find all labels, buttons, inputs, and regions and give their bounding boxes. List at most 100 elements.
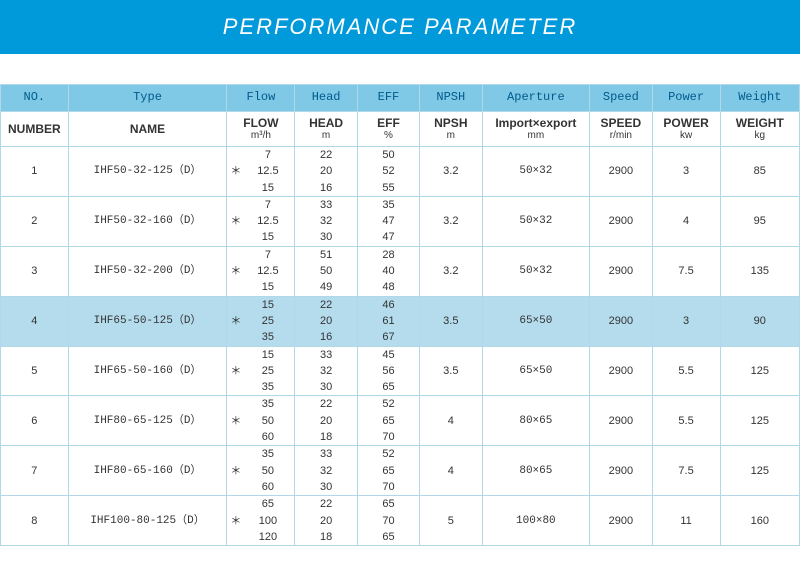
header-top-cell: Flow <box>227 85 295 112</box>
cell-speed: 2900 <box>590 496 652 546</box>
cell-head: 515049 <box>295 246 357 296</box>
cell-aperture: 50×32 <box>482 246 590 296</box>
cell-aperture: 100×80 <box>482 496 590 546</box>
cell-head: 222016 <box>295 296 357 346</box>
cell-head: 222018 <box>295 396 357 446</box>
cell-weight: 125 <box>720 346 799 396</box>
cell-flow: 15＊2535 <box>227 296 295 346</box>
cell-eff: 354747 <box>357 196 419 246</box>
cell-npsh: 4 <box>420 396 482 446</box>
table-row: 2IHF50-32-160（D）7＊12.5153332303547473.25… <box>1 196 800 246</box>
performance-table: NO.TypeFlowHeadEFFNPSHApertureSpeedPower… <box>0 84 800 546</box>
table-row: 8IHF100-80-125（D）65＊10012022201865706551… <box>1 496 800 546</box>
cell-flow: 65＊100120 <box>227 496 295 546</box>
cell-flow: 7＊12.515 <box>227 146 295 196</box>
cell-power: 11 <box>652 496 720 546</box>
cell-type: IHF100-80-125（D） <box>68 496 227 546</box>
cell-number: 2 <box>1 196 69 246</box>
cell-power: 7.5 <box>652 446 720 496</box>
cell-flow: 35＊5060 <box>227 396 295 446</box>
cell-type: IHF80-65-125（D） <box>68 396 227 446</box>
cell-flow: 7＊12.515 <box>227 196 295 246</box>
cell-speed: 2900 <box>590 396 652 446</box>
cell-head: 333230 <box>295 446 357 496</box>
cell-flow: 35＊5060 <box>227 446 295 496</box>
cell-head: 222016 <box>295 146 357 196</box>
cell-aperture: 80×65 <box>482 396 590 446</box>
cell-eff: 526570 <box>357 446 419 496</box>
cell-npsh: 4 <box>420 446 482 496</box>
header-top-cell: Weight <box>720 85 799 112</box>
cell-npsh: 3.2 <box>420 146 482 196</box>
table-row: 1IHF50-32-125（D）7＊12.5152220165052553.25… <box>1 146 800 196</box>
cell-number: 6 <box>1 396 69 446</box>
header-top-cell: NPSH <box>420 85 482 112</box>
cell-weight: 95 <box>720 196 799 246</box>
cell-number: 7 <box>1 446 69 496</box>
cell-power: 5.5 <box>652 396 720 446</box>
cell-weight: 125 <box>720 446 799 496</box>
header-row-top: NO.TypeFlowHeadEFFNPSHApertureSpeedPower… <box>1 85 800 112</box>
header-sub-cell: HEADm <box>295 111 357 146</box>
cell-number: 4 <box>1 296 69 346</box>
table-row: 5IHF65-50-160（D）15＊25353332304556653.565… <box>1 346 800 396</box>
cell-speed: 2900 <box>590 246 652 296</box>
table-row: 6IHF80-65-125（D）35＊5060222018526570480×6… <box>1 396 800 446</box>
header-top-cell: Type <box>68 85 227 112</box>
header-top-cell: EFF <box>357 85 419 112</box>
header-sub-cell: POWERkw <box>652 111 720 146</box>
header-sub-cell: NUMBER <box>1 111 69 146</box>
cell-number: 3 <box>1 246 69 296</box>
cell-speed: 2900 <box>590 146 652 196</box>
cell-number: 1 <box>1 146 69 196</box>
cell-weight: 160 <box>720 496 799 546</box>
cell-power: 7.5 <box>652 246 720 296</box>
header-sub-cell: NAME <box>68 111 227 146</box>
cell-power: 4 <box>652 196 720 246</box>
cell-npsh: 3.5 <box>420 296 482 346</box>
cell-power: 3 <box>652 296 720 346</box>
header-row-sub: NUMBERNAMEFLOWm³/hHEADmEFF%NPSHmImport×e… <box>1 111 800 146</box>
table-row: 3IHF50-32-200（D）7＊12.5155150492840483.25… <box>1 246 800 296</box>
cell-head: 333230 <box>295 346 357 396</box>
cell-eff: 466167 <box>357 296 419 346</box>
table-row: 7IHF80-65-160（D）35＊5060333230526570480×6… <box>1 446 800 496</box>
cell-number: 8 <box>1 496 69 546</box>
cell-speed: 2900 <box>590 296 652 346</box>
cell-npsh: 3.2 <box>420 196 482 246</box>
header-top-cell: Head <box>295 85 357 112</box>
header-top-cell: Aperture <box>482 85 590 112</box>
table-row: 4IHF65-50-125（D）15＊25352220164661673.565… <box>1 296 800 346</box>
cell-speed: 2900 <box>590 446 652 496</box>
cell-aperture: 50×32 <box>482 146 590 196</box>
header-top-cell: Speed <box>590 85 652 112</box>
cell-type: IHF80-65-160（D） <box>68 446 227 496</box>
cell-head: 222018 <box>295 496 357 546</box>
cell-eff: 505255 <box>357 146 419 196</box>
cell-weight: 90 <box>720 296 799 346</box>
cell-speed: 2900 <box>590 346 652 396</box>
cell-eff: 526570 <box>357 396 419 446</box>
cell-eff: 455665 <box>357 346 419 396</box>
cell-eff: 284048 <box>357 246 419 296</box>
header-top-cell: NO. <box>1 85 69 112</box>
cell-power: 3 <box>652 146 720 196</box>
cell-type: IHF50-32-160（D） <box>68 196 227 246</box>
cell-head: 333230 <box>295 196 357 246</box>
cell-type: IHF50-32-125（D） <box>68 146 227 196</box>
cell-aperture: 80×65 <box>482 446 590 496</box>
cell-type: IHF65-50-125（D） <box>68 296 227 346</box>
cell-aperture: 65×50 <box>482 296 590 346</box>
header-sub-cell: EFF% <box>357 111 419 146</box>
cell-weight: 125 <box>720 396 799 446</box>
cell-npsh: 3.2 <box>420 246 482 296</box>
cell-aperture: 65×50 <box>482 346 590 396</box>
cell-npsh: 5 <box>420 496 482 546</box>
cell-type: IHF65-50-160（D） <box>68 346 227 396</box>
cell-aperture: 50×32 <box>482 196 590 246</box>
cell-speed: 2900 <box>590 196 652 246</box>
cell-power: 5.5 <box>652 346 720 396</box>
header-sub-cell: FLOWm³/h <box>227 111 295 146</box>
cell-type: IHF50-32-200（D） <box>68 246 227 296</box>
cell-flow: 15＊2535 <box>227 346 295 396</box>
